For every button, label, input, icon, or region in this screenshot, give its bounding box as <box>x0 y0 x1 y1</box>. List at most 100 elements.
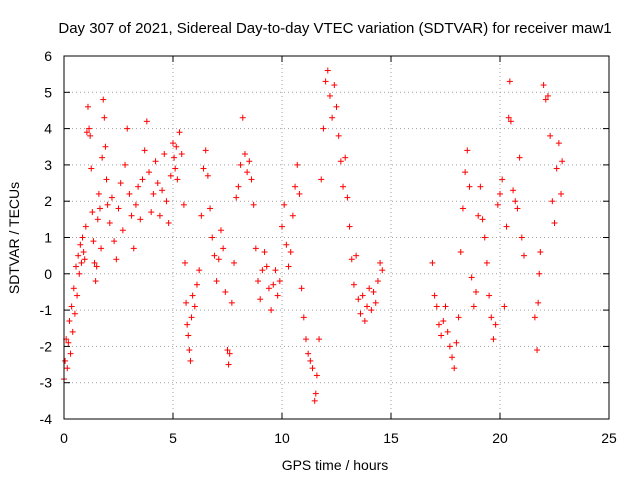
data-point <box>510 187 517 194</box>
data-point <box>101 114 108 121</box>
data-point <box>83 129 90 136</box>
data-point <box>268 307 275 314</box>
data-point <box>534 347 541 354</box>
data-point <box>329 114 336 121</box>
data-point <box>228 299 235 306</box>
data-point <box>475 212 482 219</box>
data-point <box>335 132 342 139</box>
data-point <box>307 357 314 364</box>
data-point <box>217 227 224 234</box>
data-point <box>503 223 510 230</box>
data-point <box>486 292 493 299</box>
data-point <box>220 245 227 252</box>
data-point <box>66 317 73 324</box>
data-point <box>344 194 351 201</box>
data-point <box>320 125 327 132</box>
data-point <box>481 234 488 241</box>
data-point <box>170 140 176 147</box>
data-point <box>318 176 325 183</box>
data-point <box>479 216 486 223</box>
data-point <box>274 292 281 299</box>
data-point <box>78 259 85 266</box>
data-point <box>98 245 105 252</box>
y-tick-label: 5 <box>44 84 52 100</box>
x-axis-label: GPS time / hours <box>282 457 389 473</box>
data-point <box>542 96 549 103</box>
data-point <box>440 317 447 324</box>
data-point <box>558 190 565 197</box>
data-point <box>477 183 484 190</box>
data-point <box>198 212 205 219</box>
data-point <box>64 365 71 372</box>
data-point <box>126 190 133 197</box>
data-point <box>446 343 453 350</box>
data-point <box>117 180 124 187</box>
y-tick-label: 6 <box>44 48 52 64</box>
data-point <box>100 96 107 103</box>
data-point <box>119 227 126 234</box>
data-point <box>94 216 101 223</box>
data-point <box>466 183 473 190</box>
data-point <box>113 256 120 263</box>
data-point <box>185 332 192 339</box>
data-point <box>285 263 292 270</box>
data-point <box>350 281 357 288</box>
data-point <box>353 252 360 259</box>
data-point <box>544 92 551 99</box>
data-point <box>374 278 381 285</box>
data-point <box>202 147 209 154</box>
data-point <box>75 252 82 259</box>
data-point <box>322 78 329 85</box>
y-tick-label: -3 <box>40 375 53 391</box>
data-point <box>324 67 331 74</box>
data-point <box>239 114 246 121</box>
data-point <box>431 292 438 299</box>
data-point <box>272 267 279 274</box>
data-point <box>71 310 78 317</box>
data-point <box>372 299 379 306</box>
data-point <box>248 176 255 183</box>
data-point <box>165 219 172 226</box>
data-point <box>173 143 180 150</box>
data-point <box>244 169 251 176</box>
data-point <box>72 263 79 270</box>
data-point <box>89 209 96 216</box>
data-point <box>207 205 214 212</box>
data-point <box>252 245 259 252</box>
data-point <box>99 154 106 161</box>
data-point <box>451 365 458 372</box>
data-point <box>106 219 113 226</box>
data-point <box>67 350 74 357</box>
data-point <box>90 238 97 245</box>
data-point <box>468 274 475 281</box>
data-point <box>259 267 266 274</box>
data-point <box>235 183 242 190</box>
data-point <box>171 154 178 161</box>
data-point <box>364 303 371 310</box>
x-tick-label: 15 <box>383 430 399 446</box>
data-point <box>433 303 440 310</box>
data-point <box>263 263 270 270</box>
data-point <box>300 314 307 321</box>
data-point <box>555 140 562 147</box>
data-point <box>231 259 238 266</box>
data-point <box>181 259 188 266</box>
data-point <box>462 169 469 176</box>
data-point <box>211 252 218 259</box>
data-point <box>459 205 466 212</box>
x-tick-label: 10 <box>274 430 290 446</box>
data-point <box>95 190 102 197</box>
axis-ticks <box>63 55 610 420</box>
data-point <box>86 125 93 132</box>
data-point <box>279 223 285 230</box>
data-point <box>225 361 232 368</box>
data-point <box>241 151 248 158</box>
data-point <box>132 201 139 208</box>
data-point <box>501 303 508 310</box>
data-point <box>68 303 75 310</box>
data-point <box>518 234 525 241</box>
data-point <box>302 336 309 343</box>
data-point <box>137 216 144 223</box>
data-point <box>505 114 512 121</box>
